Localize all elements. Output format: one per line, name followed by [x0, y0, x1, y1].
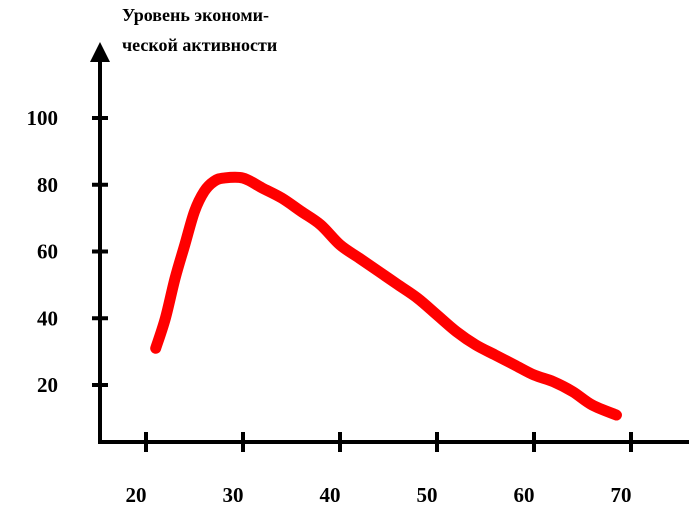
y-axis-label-line-2: ческой активности — [122, 35, 278, 55]
x-tick-label: 70 — [611, 483, 632, 507]
x-tick-label: 20 — [126, 483, 147, 507]
axes — [90, 42, 689, 444]
x-tick-label: 50 — [417, 483, 438, 507]
y-tick-label: 80 — [37, 173, 58, 197]
y-tick-label: 60 — [37, 240, 58, 264]
x-ticks: 20 30 40 50 60 70 — [126, 432, 633, 507]
series-line — [150, 171, 622, 421]
y-axis-arrow — [90, 42, 110, 62]
y-tick-label: 40 — [37, 306, 58, 330]
y-ticks: 20 40 60 80 100 — [27, 106, 108, 397]
x-tick-label: 30 — [223, 483, 244, 507]
x-tick-label: 40 — [320, 483, 341, 507]
series-group — [150, 171, 622, 421]
y-tick-label: 20 — [37, 373, 58, 397]
y-axis-label-line-1: Уровень экономи- — [122, 5, 269, 25]
y-tick-label: 100 — [27, 106, 59, 130]
x-tick-label: 60 — [514, 483, 535, 507]
